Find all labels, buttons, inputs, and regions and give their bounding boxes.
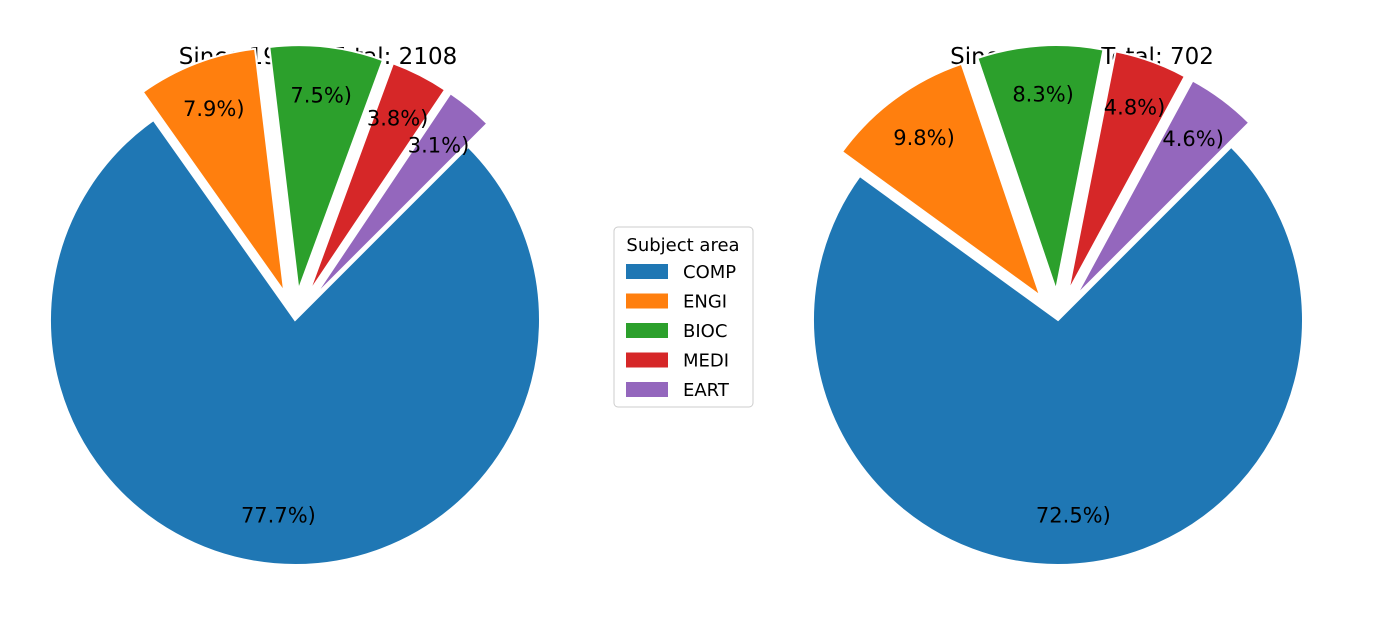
pie-slice-eart: [313, 91, 489, 298]
pie-chart-since-1990: 77.7%) 7.9%) 7.5%) 3.8%)3.1%): [49, 44, 541, 566]
slice-label-comp: 77.7%): [241, 503, 316, 527]
legend-label-medi: MEDI: [683, 351, 729, 372]
pie-slice-eart: [1075, 79, 1251, 297]
pie-slice-engi: [840, 62, 1043, 299]
pie-slice-comp: [49, 118, 541, 566]
legend-swatch-medi: [626, 352, 668, 368]
legend-label-comp: COMP: [683, 262, 736, 283]
pie-slice-medi: [307, 61, 447, 294]
legend: Subject area COMP ENGI BIOC MEDI EART: [613, 226, 754, 408]
legend-swatch-eart: [626, 382, 668, 397]
slice-label-bioc: 8.3%): [1012, 82, 1074, 106]
legend-title: Subject area: [626, 235, 739, 256]
legend-items: COMP ENGI BIOC MEDI EART: [626, 262, 736, 401]
slice-label-eart: 3.1%): [408, 133, 470, 157]
slice-label-eart: 4.6%): [1162, 127, 1224, 151]
slice-label-medi: 4.8%): [1104, 95, 1166, 119]
slice-label-bioc: 7.5%): [290, 84, 352, 108]
legend-label-engi: ENGI: [683, 292, 727, 313]
pie-chart-since-2020: 72.5%) 9.8%) 8.3%) 4.8%) 4.6%): [812, 44, 1304, 566]
legend-label-eart: EART: [683, 380, 730, 401]
pie-slice-comp: [812, 145, 1304, 566]
slice-label-medi: 3.8%): [367, 107, 429, 131]
pie-slice-bioc: [976, 44, 1105, 294]
legend-swatch-engi: [626, 293, 668, 309]
pie-slice-engi: [141, 47, 286, 293]
pie-slice-bioc: [268, 44, 385, 291]
slice-label-engi: 7.9%): [183, 97, 245, 121]
pie-slice-medi: [1067, 50, 1187, 293]
legend-swatch-bioc: [626, 323, 668, 338]
legend-swatch-comp: [626, 264, 668, 279]
legend-label-bioc: BIOC: [683, 321, 727, 342]
slice-label-comp: 72.5%): [1036, 503, 1111, 527]
slice-label-engi: 9.8%): [893, 126, 955, 150]
